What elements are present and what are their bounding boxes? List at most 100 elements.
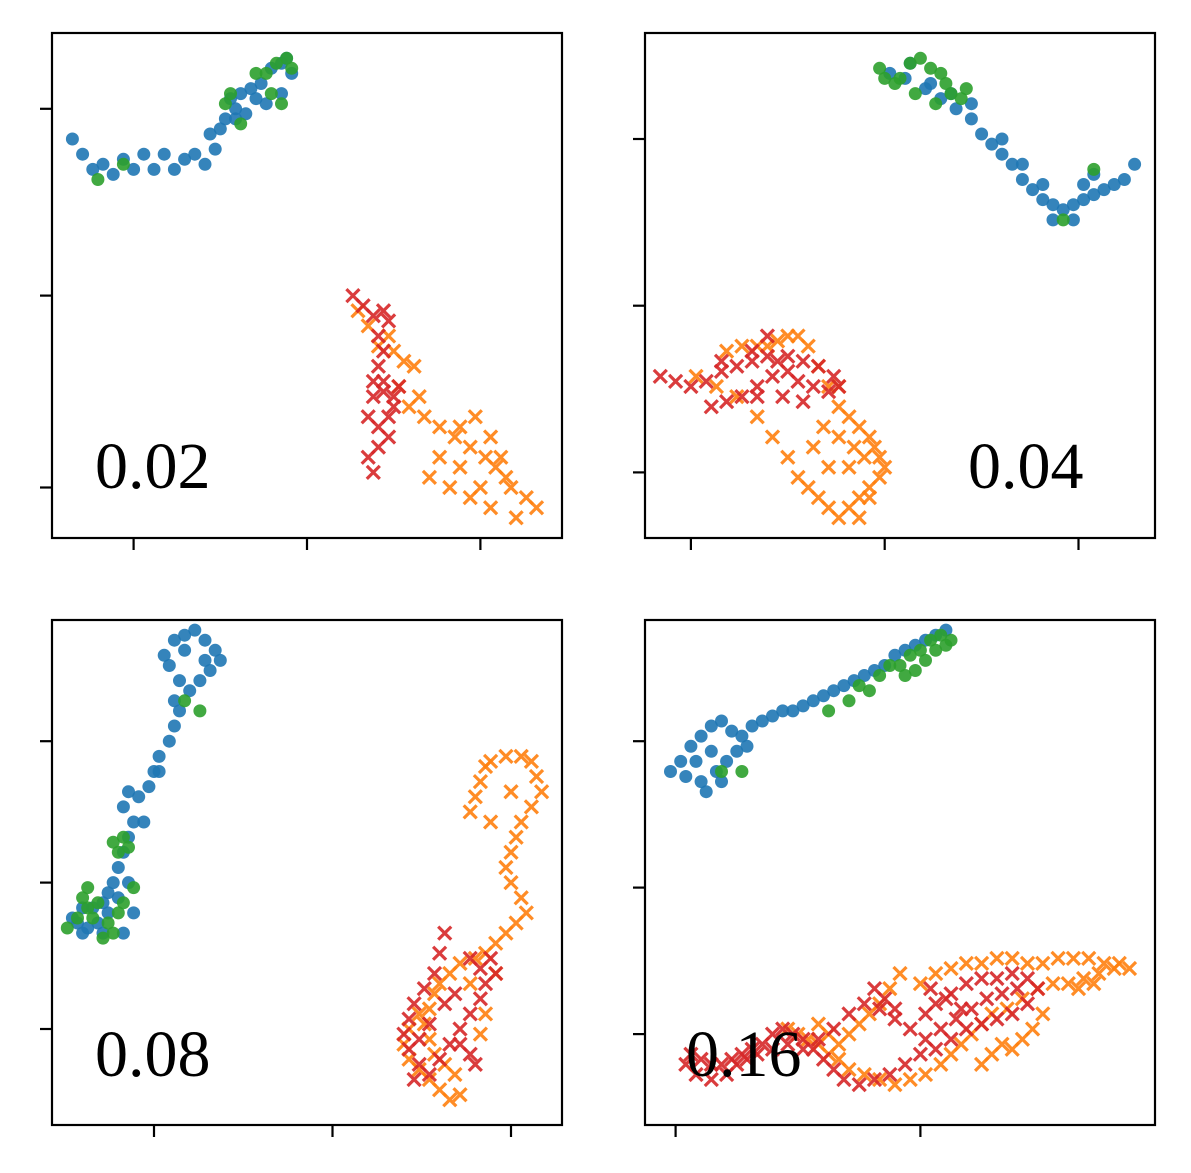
panel-0-08-ticks (40, 740, 513, 1137)
panel-3-red-x-point (989, 1011, 1005, 1027)
panel-3-orange-x-point (943, 960, 959, 977)
panel-1-red-x-point (805, 378, 821, 395)
panel-0-blue-point (96, 157, 110, 171)
panel-1-green-point (878, 71, 892, 85)
panel-0-blue-point (198, 157, 212, 171)
panel-3-green-point (852, 679, 866, 693)
panel-1-orange-x-point (846, 439, 862, 455)
panel-3-red-x-point (989, 970, 1005, 987)
panel-2-orange-x-point (533, 784, 550, 800)
panel-1-blue-point (1077, 193, 1091, 207)
panel-3-red-x-point (973, 1016, 990, 1032)
panel-3-red-x-point (917, 1031, 934, 1047)
panel-0-blue-point (106, 167, 120, 181)
panel-0-04: 0.04 (633, 31, 1157, 550)
panel-3-red-x-point (866, 1071, 883, 1088)
panel-0-red-x-point (360, 449, 376, 465)
panel-0-04-marks (652, 51, 1142, 526)
panel-3-green-point (898, 669, 912, 682)
panel-1-blue-point (1087, 188, 1101, 202)
panel-3-red-x-point (775, 1021, 791, 1037)
panel-3-green-point (939, 638, 953, 652)
panel-3-green-point (883, 659, 897, 672)
panel-1-green-point (939, 77, 953, 90)
panel-3-orange-x-point (1050, 950, 1066, 967)
panel-0-blue-point (76, 147, 90, 161)
panel-1-orange-x-point (734, 338, 750, 354)
panel-1-blue-point (1005, 157, 1019, 171)
panel-0-orange-x-point (406, 358, 422, 374)
panel-2-red-x-point (401, 1011, 417, 1027)
panel-2-red-x-point (406, 1071, 422, 1088)
panel-1-green-point (908, 87, 922, 101)
panel-1-blue-point (995, 132, 1009, 146)
panel-0-08-marks (60, 623, 550, 1108)
panel-3-green-point (715, 765, 728, 778)
panel-2-blue-point (198, 633, 212, 647)
panel-1-green-point (929, 97, 943, 111)
panel-3-orange-x-point (831, 1051, 847, 1067)
panel-0-green-point (249, 66, 263, 80)
panel-2-orange-x-point (513, 748, 529, 765)
panel-3-red-x-point (979, 991, 995, 1007)
panel-2-orange-x-point (482, 814, 499, 830)
panel-1-red-x-point (729, 358, 745, 374)
panel-3-red-x-point (1004, 965, 1020, 982)
panel-2-red-x-point (462, 1006, 478, 1022)
panel-3-blue-point (827, 684, 841, 698)
panel-0-blue-point (244, 82, 258, 96)
panel-2-orange-x-point (462, 975, 478, 992)
panel-3-blue-point (674, 754, 688, 768)
panel-3-red-x-point (938, 991, 954, 1007)
panel-1-red-x-point (683, 378, 699, 395)
panel-0-orange-x-point (452, 459, 468, 475)
panel-3-orange-x-point (973, 955, 990, 972)
panel-3-red-x-point (739, 1051, 755, 1067)
panel-3-orange-x-point (1004, 1041, 1020, 1057)
panel-3-red-x-point (1004, 1006, 1020, 1022)
panel-3-orange-x-point (917, 1066, 934, 1083)
panel-2-green-point (71, 911, 84, 925)
panel-2-blue-point (101, 906, 115, 920)
panel-1-orange-x-point (769, 333, 786, 349)
panel-3-red-x-point (871, 1001, 888, 1017)
panel-0-blue-point (229, 102, 243, 116)
panel-0-08-frame (50, 618, 564, 1127)
panel-0-16-annotation: 0.16 (686, 1018, 802, 1091)
panel-2-blue-point (152, 749, 166, 763)
panel-2-green-point (111, 906, 125, 920)
panel-1-red-x-point (667, 373, 684, 390)
panel-0-red-x-point (365, 308, 381, 324)
panel-3-green-point (934, 628, 948, 642)
panel-2-blue-point (122, 785, 135, 799)
panel-3-green-point (903, 648, 917, 662)
panel-1-orange-x-point (815, 419, 832, 435)
panel-1-blue-point (924, 77, 938, 90)
panel-3-green-point (735, 765, 749, 778)
panel-2-orange-x-point (462, 804, 478, 820)
panel-1-orange-x-point (877, 459, 893, 475)
panel-3-orange-x-point (1035, 955, 1051, 972)
panel-0-red-x-point (375, 373, 392, 390)
panel-3-green-point (822, 704, 836, 718)
panel-1-green-point (924, 61, 938, 75)
panel-2-green-point (116, 896, 130, 910)
panel-2-orange-x-point (523, 799, 540, 815)
panel-2-orange-x-point (503, 784, 519, 800)
panel-0-02: 0.02 (40, 31, 564, 550)
panel-1-blue-point (1015, 173, 1029, 186)
panel-1-blue-point (1036, 178, 1050, 191)
panel-0-red-x-point (375, 303, 392, 319)
panel-3-orange-x-point (856, 1066, 872, 1083)
panel-1-orange-x-point (729, 388, 745, 405)
panel-0-orange-x-point (421, 469, 438, 486)
panel-3-blue-point (684, 739, 698, 753)
panel-2-blue-point (116, 926, 130, 940)
panel-0-green-point (285, 61, 299, 75)
panel-3-red-x-point (703, 1071, 719, 1088)
panel-2-red-x-point (462, 1046, 478, 1062)
panel-1-red-x-point (820, 383, 837, 400)
panel-2-green-point (81, 901, 95, 915)
panel-1-red-x-point (718, 393, 735, 410)
panel-3-blue-point (715, 775, 728, 789)
